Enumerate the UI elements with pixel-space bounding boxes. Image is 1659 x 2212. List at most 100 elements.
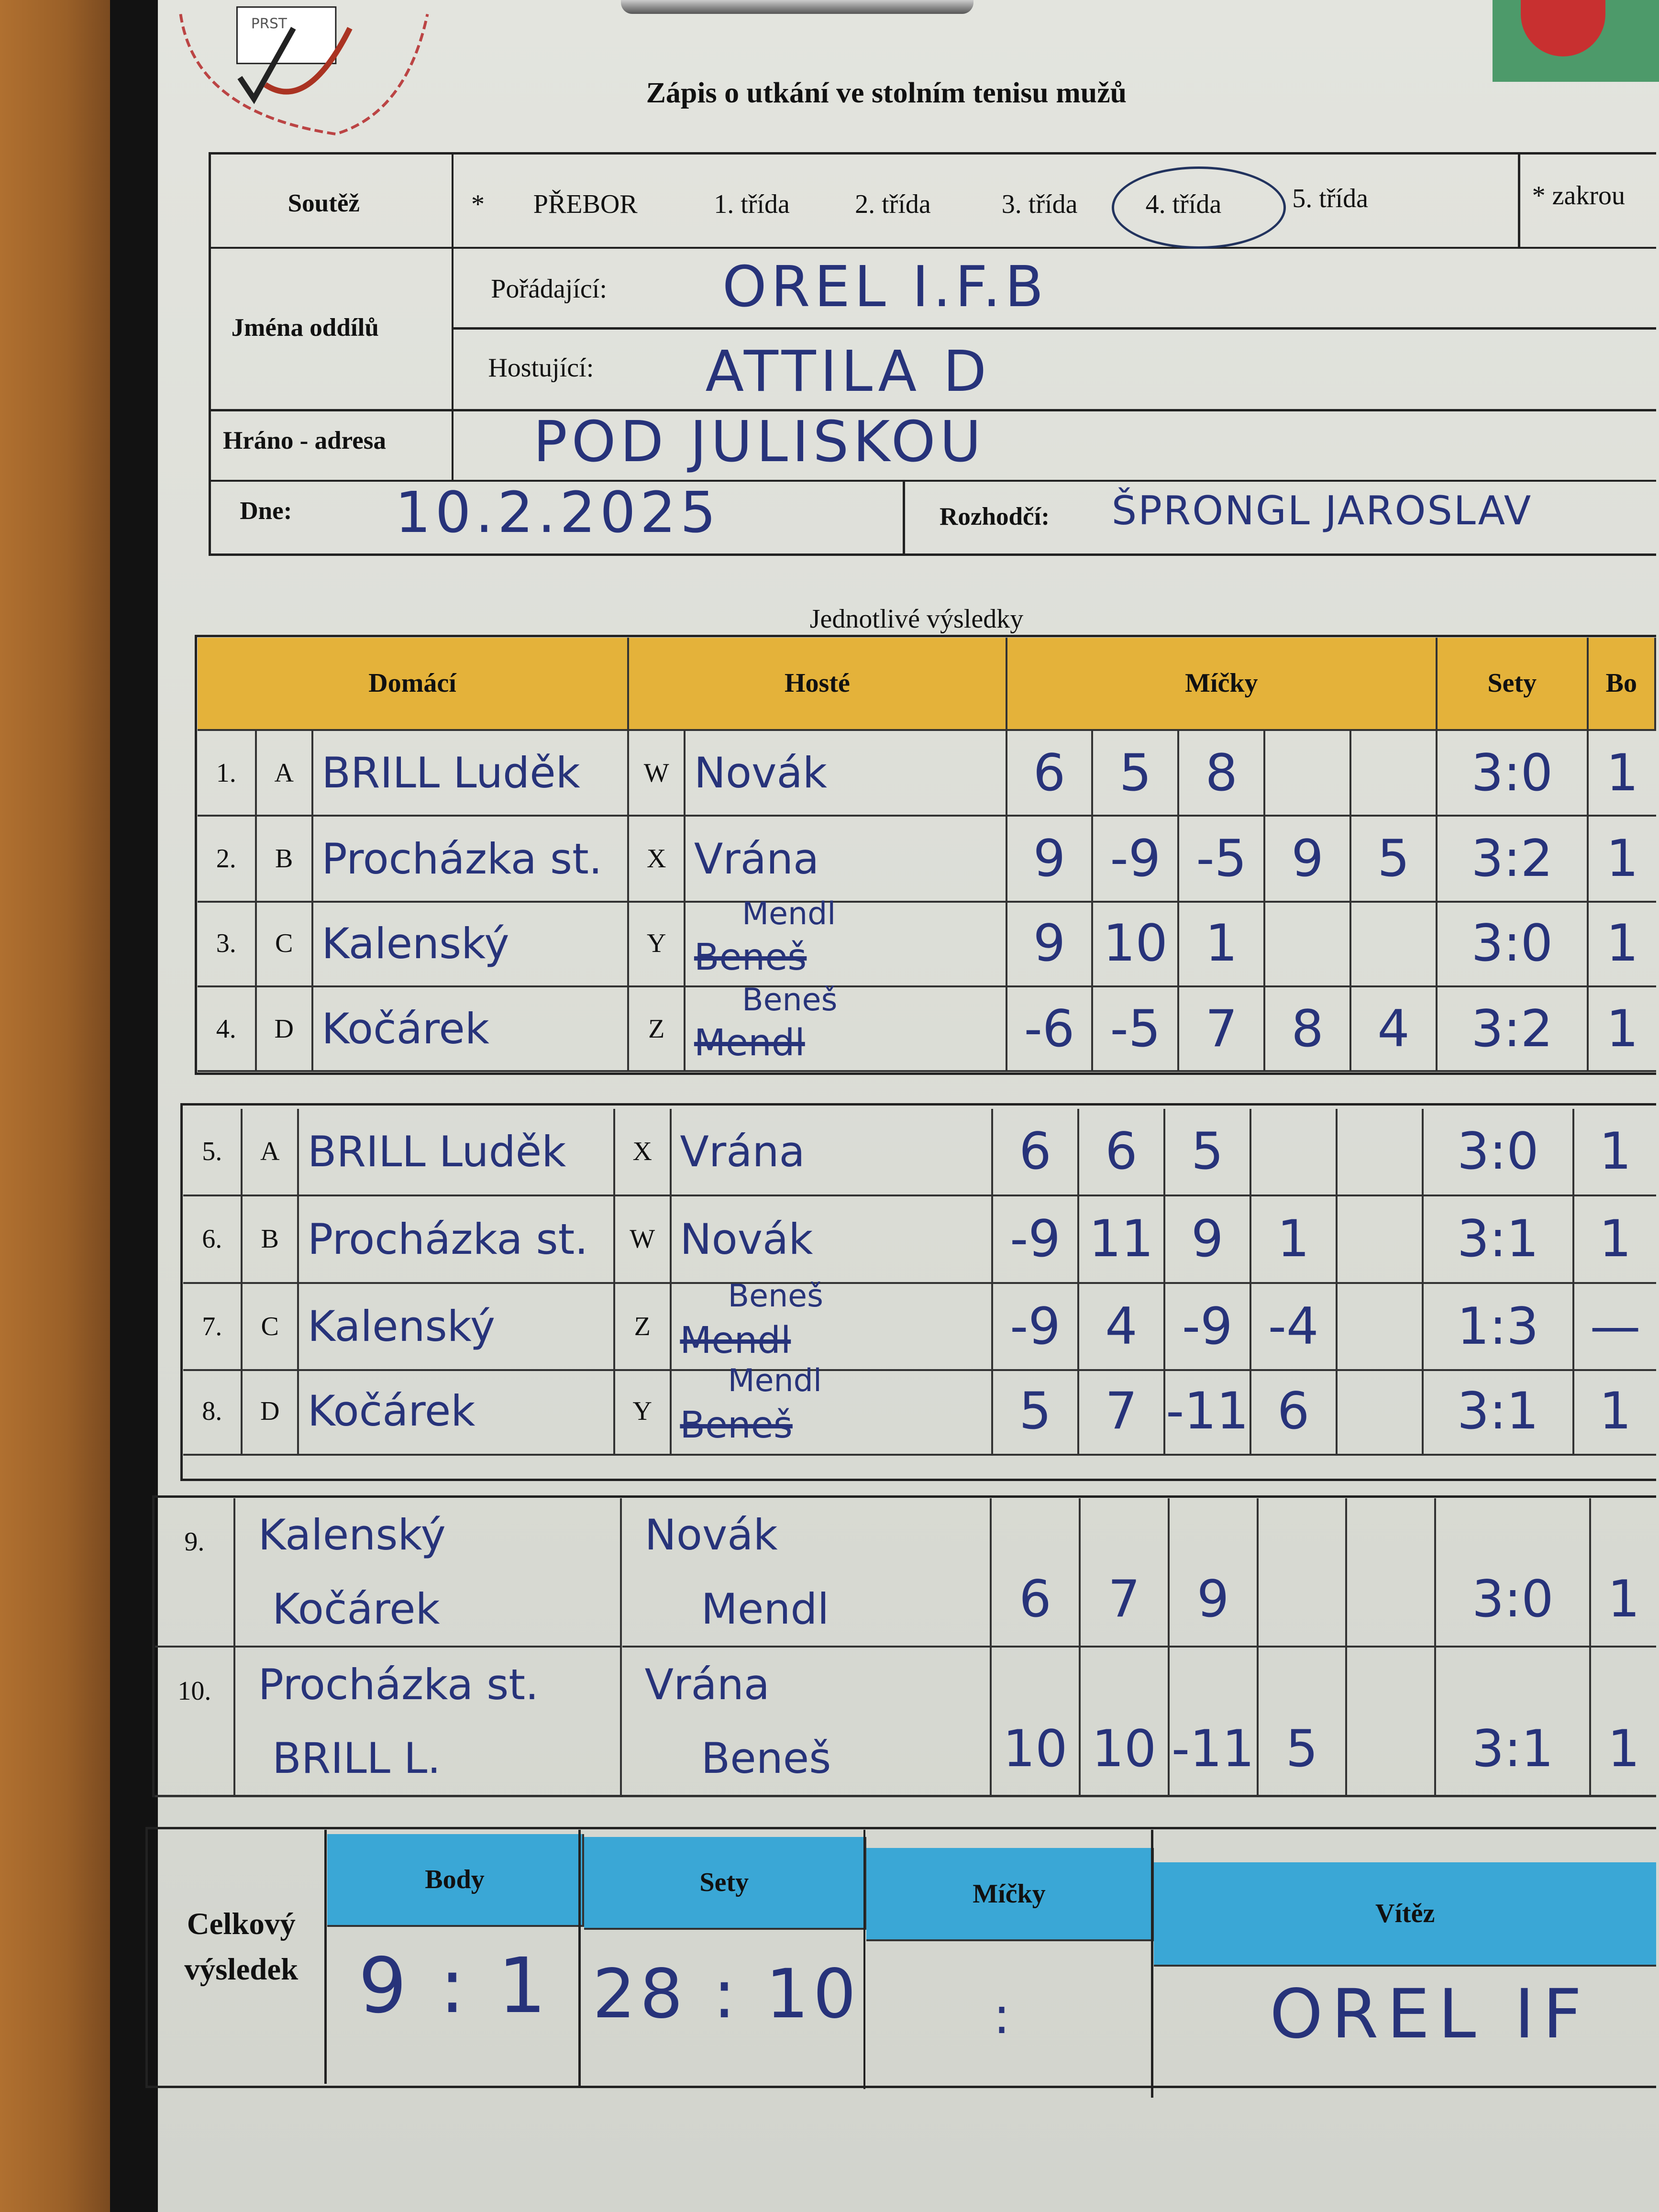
ball-score-set-5 — [1337, 1283, 1424, 1371]
row-number: 3. — [197, 901, 257, 988]
date-value: 10.2.2025 — [395, 479, 720, 545]
ball-score-set-5 — [1347, 1648, 1437, 1798]
ball-score-set-3: -5 — [1179, 817, 1266, 903]
svg-text:PRST: PRST — [251, 15, 288, 32]
ball-score-set-4: 9 — [1265, 817, 1352, 903]
home-letter: A — [256, 730, 313, 817]
ball-score-set-4 — [1251, 1108, 1338, 1196]
home-player: BRILL Luděk — [299, 1108, 615, 1196]
home-pair-player: Procházka st. — [258, 1660, 539, 1710]
ball-score-set-1: 6 — [1007, 730, 1094, 817]
match-points: 1 — [1588, 817, 1657, 903]
ball-score-set-2: 6 — [1079, 1108, 1165, 1196]
singles-caption: Jednotlivé výsledky — [809, 604, 1024, 634]
ball-score-set-1: 6 — [992, 1498, 1081, 1648]
home-player: Kalenský — [313, 901, 630, 988]
sets-result: 3:0 — [1438, 730, 1589, 817]
ball-score-set-3: -11 — [1169, 1648, 1259, 1798]
guest-player: Novák — [686, 730, 1007, 817]
guest-player-correction: Beneš — [742, 982, 838, 1018]
match-points: 1 — [1591, 1648, 1657, 1798]
guest-pair-player: Vrána — [644, 1660, 770, 1710]
sets-result: 3:1 — [1423, 1368, 1575, 1456]
ball-score-set-2: -9 — [1093, 817, 1180, 903]
ball-score-set-1: 6 — [993, 1108, 1079, 1196]
match-points: 1 — [1574, 1109, 1657, 1196]
summary-header-sety: Sety — [584, 1836, 866, 1930]
header-guest: Hosté — [629, 637, 1007, 731]
home-player: Kočárek — [299, 1368, 615, 1456]
ball-score-set-4: 8 — [1265, 987, 1352, 1073]
match-points: 1 — [1588, 731, 1657, 817]
home-letter: C — [243, 1283, 299, 1371]
ball-score-set-5 — [1351, 730, 1438, 817]
summary-header-micky: Míčky — [866, 1848, 1154, 1941]
row-number: 8. — [183, 1368, 243, 1456]
option-prebor: PŘEBOR — [533, 189, 638, 220]
guest-player: Novák — [671, 1196, 994, 1284]
ball-score-set-4 — [1265, 730, 1352, 817]
ball-score-set-2: 11 — [1079, 1196, 1165, 1284]
option-asterisk: * — [471, 189, 485, 220]
match-points: 1 — [1591, 1498, 1657, 1648]
guest-player: Beneš Mendl — [686, 982, 1007, 1073]
guest-letter: X — [629, 817, 686, 903]
match-points: 1 — [1574, 1369, 1657, 1456]
referee-label: Rozhodčí: — [940, 502, 1050, 531]
sets-result: 3:2 — [1438, 987, 1589, 1073]
ball-score-set-4 — [1258, 1498, 1348, 1648]
home-player: BRILL Luděk — [313, 730, 630, 817]
ball-score-set-4: 5 — [1258, 1648, 1348, 1798]
ball-score-set-1: -6 — [1007, 987, 1094, 1073]
ball-score-set-5 — [1351, 901, 1438, 988]
ball-score-set-2: 7 — [1080, 1498, 1170, 1648]
guest-pair-player: Mendl — [701, 1584, 830, 1634]
singles-table-2 — [180, 1103, 1657, 1482]
guest-player: Beneš Mendl — [671, 1278, 994, 1371]
sets-result: 3:2 — [1438, 817, 1589, 903]
teams-label: Jména oddílů — [231, 313, 379, 342]
option-zakrou: * zakrou — [1532, 181, 1626, 211]
ball-score-set-3: 8 — [1179, 730, 1266, 817]
guest-player: Vrána — [686, 817, 1007, 903]
guest-letter: Y — [629, 901, 686, 988]
row-number: 7. — [183, 1283, 243, 1371]
summary-table — [145, 1826, 1657, 2088]
guest-pair: Vrána Beneš — [622, 1648, 992, 1798]
home-player: Kalenský — [299, 1283, 615, 1371]
selected-class-circle — [1111, 166, 1286, 249]
home-team-value: OREL I.F.B — [722, 254, 1048, 320]
singles-table-1 — [194, 635, 1657, 1075]
ball-score-set-5 — [1337, 1196, 1424, 1284]
home-letter: B — [256, 817, 313, 903]
ball-score-set-2: 5 — [1093, 730, 1180, 817]
match-points: 1 — [1588, 987, 1657, 1073]
guest-letter: W — [629, 730, 686, 817]
clipboard-edge — [110, 0, 166, 2212]
home-player: Procházka st. — [299, 1196, 615, 1284]
home-player: Procházka st. — [313, 817, 630, 903]
summary-header-vitez: Vítěz — [1154, 1862, 1657, 1967]
row-number: 2. — [197, 817, 257, 903]
match-points: 1 — [1588, 901, 1657, 988]
ball-score-set-2: 10 — [1093, 901, 1180, 988]
prst-logo: PRST — [166, 0, 434, 141]
ball-score-set-3: 1 — [1179, 901, 1266, 988]
summary-balls: : — [993, 1986, 1015, 2046]
corner-picture — [1493, 0, 1659, 82]
ball-score-set-5 — [1337, 1108, 1424, 1196]
guest-player-correction: Mendl — [728, 1362, 822, 1399]
ball-score-set-3: -9 — [1165, 1283, 1251, 1371]
summary-header-body: Body — [327, 1834, 584, 1927]
guest-team-label: Hostující: — [488, 353, 594, 383]
ball-score-set-3: 7 — [1179, 987, 1266, 1073]
match-points: — — [1574, 1284, 1657, 1371]
ball-score-set-5 — [1337, 1368, 1424, 1456]
home-player: Kočárek — [313, 987, 630, 1073]
home-pair-player: Kočárek — [272, 1584, 440, 1634]
home-pair-player: Kalenský — [258, 1510, 446, 1560]
ball-score-set-2: 10 — [1080, 1648, 1170, 1798]
row-number: 9. — [155, 1498, 236, 1648]
ball-score-set-3: -11 — [1165, 1368, 1251, 1456]
home-pair-player: BRILL L. — [272, 1734, 441, 1783]
